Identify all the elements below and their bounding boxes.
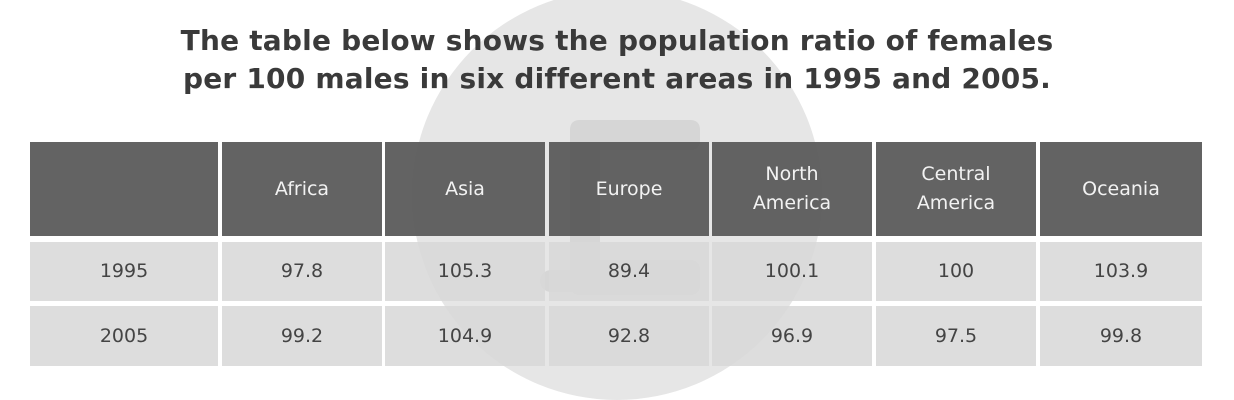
table-cell: 100.1 bbox=[712, 242, 872, 301]
table-cell: 96.9 bbox=[712, 306, 872, 366]
row-label-cell: 1995 bbox=[30, 242, 218, 301]
row-label-cell: 2005 bbox=[30, 306, 218, 366]
table-cell: 99.2 bbox=[222, 306, 382, 366]
table-cell: 97.5 bbox=[876, 306, 1036, 366]
table-cell: 99.8 bbox=[1040, 306, 1202, 366]
chart-title: The table below shows the population rat… bbox=[0, 22, 1234, 98]
title-line-1: The table below shows the population rat… bbox=[180, 24, 1054, 57]
data-table: Africa Asia Europe North America Central Ameri… bbox=[30, 142, 1202, 368]
table-cell: 89.4 bbox=[549, 242, 709, 301]
header-cell: Europe bbox=[549, 142, 709, 236]
header-cell: Africa bbox=[222, 142, 382, 236]
header-cell-corner bbox=[30, 142, 218, 236]
title-line-2: per 100 males in six different areas in … bbox=[182, 62, 1051, 95]
table-cell: 92.8 bbox=[549, 306, 709, 366]
table-cell: 103.9 bbox=[1040, 242, 1202, 301]
header-cell: North America bbox=[712, 142, 872, 236]
table-cell: 97.8 bbox=[222, 242, 382, 301]
table-cell: 105.3 bbox=[385, 242, 545, 301]
table-cell: 104.9 bbox=[385, 306, 545, 366]
header-cell: Central America bbox=[876, 142, 1036, 236]
table-cell: 100 bbox=[876, 242, 1036, 301]
header-cell: Asia bbox=[385, 142, 545, 236]
header-cell: Oceania bbox=[1040, 142, 1202, 236]
